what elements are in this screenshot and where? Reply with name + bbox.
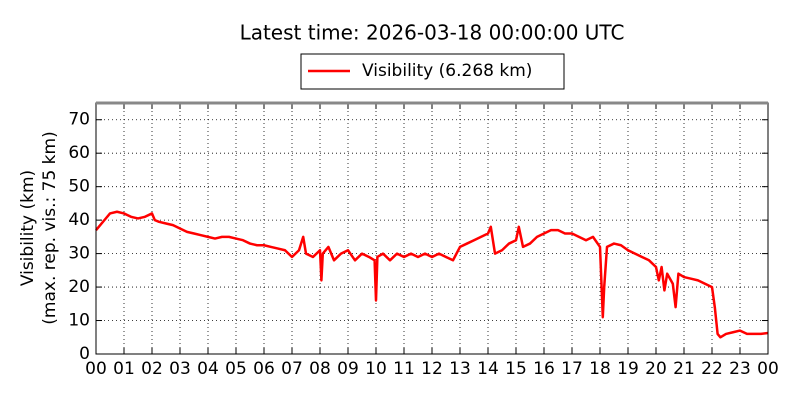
x-tick-label: 04 bbox=[197, 359, 219, 379]
y-tick-label: 20 bbox=[68, 277, 90, 297]
x-tick-label: 13 bbox=[449, 359, 471, 379]
y-tick-label: 0 bbox=[79, 344, 90, 364]
x-tick-label: 19 bbox=[617, 359, 639, 379]
x-tick-label: 07 bbox=[281, 359, 303, 379]
x-tick-label: 00 bbox=[757, 359, 779, 379]
chart-title: Latest time: 2026-03-18 00:00:00 UTC bbox=[240, 21, 625, 45]
x-tick-label: 17 bbox=[561, 359, 583, 379]
x-tick-label: 16 bbox=[533, 359, 555, 379]
x-tick-label: 09 bbox=[337, 359, 359, 379]
x-tick-label: 02 bbox=[141, 359, 163, 379]
legend-label: Visibility (6.268 km) bbox=[362, 61, 532, 81]
x-tick-label: 11 bbox=[393, 359, 415, 379]
x-tick-label: 20 bbox=[645, 359, 667, 379]
x-tick-label: 14 bbox=[477, 359, 499, 379]
x-tick-label: 08 bbox=[309, 359, 331, 379]
y-tick-label: 30 bbox=[68, 244, 90, 264]
x-tick-label: 05 bbox=[225, 359, 247, 379]
y-tick-label: 40 bbox=[68, 210, 90, 230]
x-tick-label: 06 bbox=[253, 359, 275, 379]
y-axis-label: (max. rep. vis.: 75 km) bbox=[40, 131, 60, 324]
x-tick-label: 01 bbox=[113, 359, 135, 379]
x-tick-label: 21 bbox=[673, 359, 695, 379]
x-tick-label: 12 bbox=[421, 359, 443, 379]
y-tick-label: 70 bbox=[68, 110, 90, 130]
x-tick-label: 23 bbox=[729, 359, 751, 379]
plot-frame bbox=[95, 102, 769, 355]
x-tick-label: 10 bbox=[365, 359, 387, 379]
y-axis-label: Visibility (km) bbox=[18, 170, 38, 286]
x-tick-label: 18 bbox=[589, 359, 611, 379]
data-line bbox=[95, 210, 769, 339]
x-tick-label: 00 bbox=[85, 359, 107, 379]
y-tick-label: 50 bbox=[68, 177, 90, 197]
x-tick-label: 15 bbox=[505, 359, 527, 379]
x-tick-label: 03 bbox=[169, 359, 191, 379]
y-tick-label: 10 bbox=[68, 311, 90, 331]
y-tick-label: 60 bbox=[68, 143, 90, 163]
x-tick-label: 22 bbox=[701, 359, 723, 379]
